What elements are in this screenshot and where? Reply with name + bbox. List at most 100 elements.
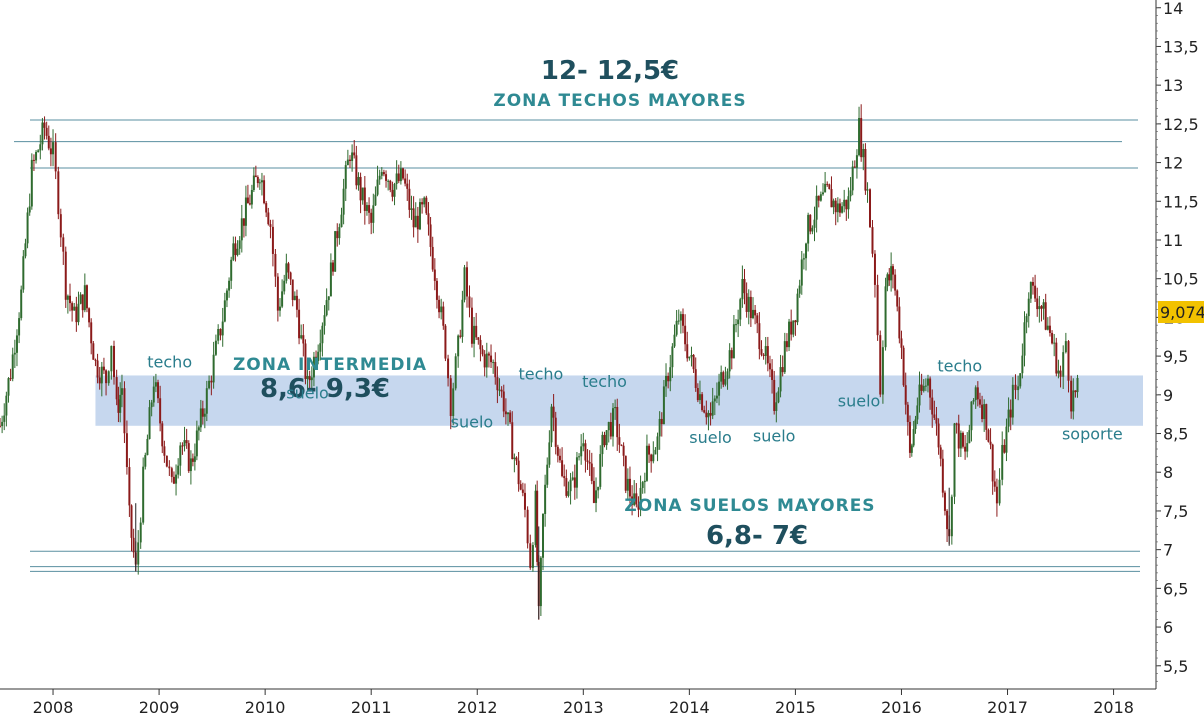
candle-body — [98, 377, 101, 384]
candle-body — [465, 267, 468, 297]
price-tag-box — [1158, 301, 1204, 323]
candle-body — [152, 386, 155, 403]
candle-body — [509, 412, 512, 423]
candle-body — [308, 376, 311, 381]
candle-body — [961, 432, 964, 447]
candle-body — [442, 306, 445, 326]
candle-body — [195, 430, 198, 457]
candle-body — [641, 482, 644, 488]
candle-body — [586, 460, 589, 462]
candle-body — [643, 480, 646, 483]
candle-body — [922, 385, 925, 391]
candle-body — [849, 190, 852, 197]
candle-body — [90, 322, 93, 344]
candle-body — [864, 149, 867, 191]
x-tick-label: 2010 — [245, 698, 286, 717]
candle-body — [855, 155, 858, 168]
candle-body — [739, 299, 742, 320]
candle-body — [317, 351, 320, 361]
candle-body — [496, 377, 499, 391]
candle-body — [824, 183, 827, 193]
candle-body — [291, 279, 294, 301]
candle-body — [230, 259, 233, 281]
candle-body — [238, 240, 241, 249]
candle-body — [741, 278, 744, 300]
candle-body — [974, 387, 977, 401]
candle-body — [654, 449, 657, 455]
candle-body — [811, 227, 814, 232]
candle-body — [457, 335, 460, 357]
candle-body — [847, 196, 850, 210]
annotation-suelo: suelo — [286, 384, 329, 403]
candle-body — [24, 243, 27, 257]
horizontal-levels — [14, 119, 1140, 572]
candle-body — [796, 293, 799, 323]
candle-body — [1070, 380, 1073, 412]
candle-body — [75, 306, 78, 323]
candle-body — [175, 474, 178, 484]
x-tick-label: 2013 — [563, 698, 604, 717]
candle-body — [650, 454, 653, 462]
candle-body — [821, 192, 824, 195]
candle-body — [402, 168, 405, 179]
candle-body — [616, 406, 619, 438]
y-tick-label: 5,5 — [1163, 657, 1188, 676]
candle-body — [228, 280, 231, 291]
candle-body — [148, 407, 151, 439]
candle-body — [475, 325, 478, 338]
candle-body — [487, 353, 490, 356]
y-tick-label: 8 — [1163, 463, 1173, 482]
candle-body — [546, 464, 549, 485]
candle-body — [276, 276, 279, 311]
candle-body — [987, 429, 990, 442]
candle-body — [972, 400, 975, 402]
candle-body — [900, 338, 903, 348]
candle-body — [578, 456, 581, 458]
candle-body — [526, 509, 529, 544]
candle-body — [929, 378, 932, 398]
candle-body — [507, 412, 510, 415]
candle-body — [267, 212, 270, 225]
annotation-suelo: suelo — [838, 391, 881, 410]
candle-body — [561, 460, 564, 477]
candle-body — [119, 394, 122, 413]
y-tick-label: 6 — [1163, 618, 1173, 637]
candle-body — [30, 159, 33, 207]
candle-body — [7, 378, 10, 396]
candle-body — [656, 436, 659, 450]
candle-body — [187, 443, 190, 472]
candle-body — [747, 296, 750, 312]
candle-body — [315, 356, 318, 361]
candle-body — [85, 285, 88, 309]
candle-body — [711, 401, 714, 416]
candle-body — [9, 378, 12, 380]
candle-body — [225, 290, 228, 301]
candle-body — [406, 183, 409, 189]
candle-body — [957, 423, 960, 449]
candle-body — [513, 457, 516, 460]
candle-body — [234, 243, 237, 256]
candle-body — [285, 263, 288, 281]
candle-body — [609, 422, 612, 437]
candle-body — [368, 205, 371, 213]
annotation-soporte: soporte — [1062, 425, 1123, 444]
candle-body — [792, 320, 795, 335]
candle-body — [745, 293, 748, 312]
candle-body — [521, 489, 524, 493]
candle-body — [340, 214, 343, 228]
candle-body — [427, 213, 430, 225]
candle-body — [771, 369, 774, 380]
candle-body — [59, 214, 62, 238]
candle-body — [660, 418, 663, 425]
candle-body — [684, 325, 687, 345]
candle-body — [686, 344, 689, 359]
x-tick-label: 2011 — [351, 698, 392, 717]
candle-body — [1027, 298, 1030, 317]
annotation-suelo: suelo — [753, 426, 796, 445]
candle-body — [705, 412, 708, 418]
candle-body — [183, 440, 186, 447]
candle-body — [830, 189, 833, 208]
candle-body — [817, 195, 820, 201]
candle-body — [869, 189, 872, 228]
candle-body — [123, 388, 126, 434]
